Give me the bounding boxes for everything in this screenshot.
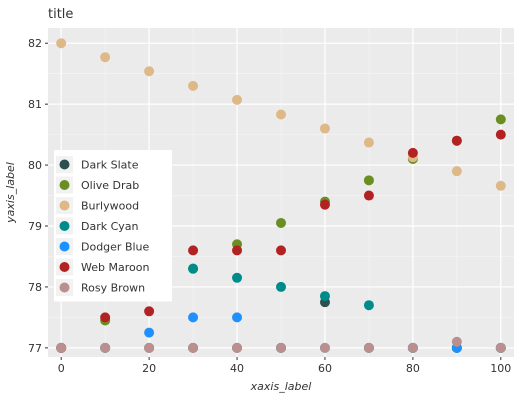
legend-label-dark-cyan: Dark Cyan (81, 220, 139, 233)
x-axis-title: xaxis_label (250, 380, 312, 393)
point-rosy-brown (232, 342, 243, 353)
y-tick-label: 82 (28, 37, 42, 50)
y-tick-labels: 77 78 79 80 81 82 (28, 37, 48, 355)
x-tick-label: 20 (142, 362, 156, 375)
point-web-maroon (232, 245, 243, 256)
point-burlywood (276, 109, 286, 120)
point-dark-cyan (363, 300, 374, 311)
point-burlywood (363, 137, 374, 148)
point-dark-cyan (232, 272, 243, 283)
legend-key-rosy-brown (59, 282, 70, 293)
point-web-maroon (188, 245, 199, 256)
point-rosy-brown (451, 336, 462, 347)
point-dark-cyan (319, 291, 330, 302)
point-web-maroon (495, 129, 506, 140)
point-burlywood (232, 94, 243, 105)
point-rosy-brown (56, 342, 67, 353)
point-web-maroon (319, 199, 330, 210)
legend-label-rosy-brown: Rosy Brown (81, 282, 145, 295)
point-burlywood (188, 80, 199, 91)
y-axis-title: yaxis_label (4, 162, 17, 224)
chart-title: title (48, 7, 73, 22)
point-web-maroon (451, 135, 462, 146)
point-dodger-blue (144, 327, 155, 338)
legend: Dark Slate Olive Drab Burlywood Dark Cyan Do… (54, 150, 172, 302)
point-dodger-blue (232, 312, 243, 323)
legend-key-dodger-blue (59, 241, 70, 252)
legend-key-dark-slate (59, 159, 70, 170)
point-rosy-brown (276, 342, 286, 353)
x-tick-label: 0 (58, 362, 65, 375)
point-burlywood (100, 52, 111, 63)
legend-label-dark-slate: Dark Slate (81, 159, 139, 172)
y-tick-label: 78 (28, 281, 42, 294)
y-tick-label: 81 (28, 98, 42, 111)
point-rosy-brown (363, 342, 374, 353)
legend-box (54, 150, 172, 302)
point-burlywood (451, 166, 462, 177)
data-points (56, 38, 506, 353)
y-tick-label: 77 (28, 342, 42, 355)
y-tick-label: 80 (28, 159, 42, 172)
x-tick-label: 100 (490, 362, 511, 375)
point-dark-cyan (276, 281, 286, 292)
x-tick-label: 80 (406, 362, 420, 375)
point-dodger-blue (188, 312, 199, 323)
legend-label-dodger-blue: Dodger Blue (81, 241, 150, 254)
x-tick-label: 60 (318, 362, 332, 375)
y-tick-label: 79 (28, 220, 42, 233)
point-burlywood (495, 180, 506, 191)
point-dark-cyan (188, 263, 199, 274)
legend-key-olive-drab (59, 180, 70, 190)
x-tick-labels: 0 20 40 60 80 100 (58, 357, 511, 375)
legend-key-dark-cyan (59, 221, 70, 231)
point-burlywood (144, 66, 155, 77)
legend-label-burlywood: Burlywood (81, 200, 139, 213)
legend-label-olive-drab: Olive Drab (81, 179, 139, 192)
point-olive-drab (276, 217, 286, 228)
point-burlywood (319, 123, 330, 134)
point-web-maroon (144, 306, 155, 317)
point-rosy-brown (144, 342, 155, 353)
point-web-maroon (363, 190, 374, 201)
point-web-maroon (100, 312, 111, 323)
legend-label-web-maroon: Web Maroon (81, 261, 149, 274)
point-rosy-brown (188, 342, 199, 353)
point-rosy-brown (407, 342, 418, 353)
legend-key-web-maroon (59, 262, 70, 272)
point-rosy-brown (495, 342, 506, 353)
point-rosy-brown (100, 342, 111, 353)
legend-key-burlywood (59, 200, 70, 211)
point-olive-drab (363, 175, 374, 186)
x-tick-label: 40 (230, 362, 244, 375)
point-burlywood (56, 38, 67, 49)
point-web-maroon (407, 147, 418, 158)
point-web-maroon (276, 245, 286, 256)
point-olive-drab (495, 114, 506, 125)
point-rosy-brown (319, 342, 330, 353)
